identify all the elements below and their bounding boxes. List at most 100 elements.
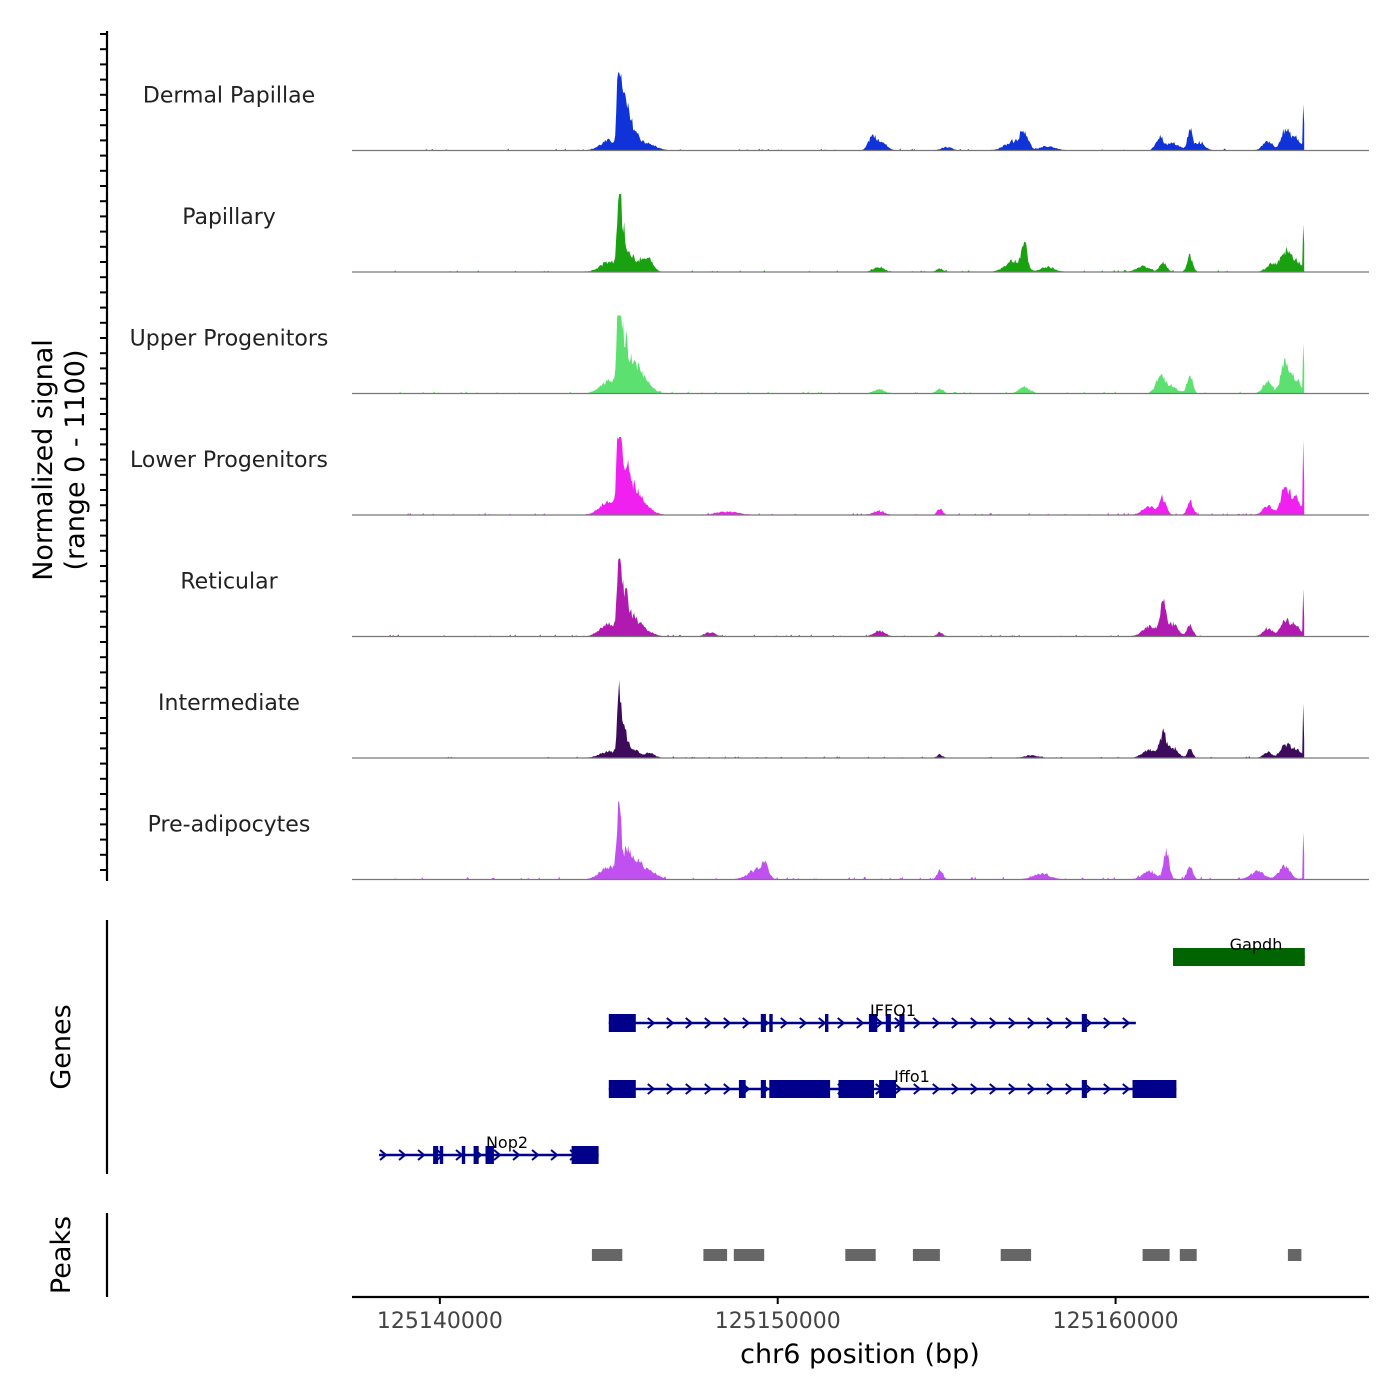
strand-chevron [932, 1017, 941, 1029]
genes-label: Genes [46, 1004, 77, 1089]
coverage-area [389, 194, 1305, 272]
coverage-area [389, 801, 1305, 880]
x-axis: 125140000 125150000 125160000 chr6 positio… [352, 1295, 1369, 1370]
gene-model: Nop2 [379, 1133, 599, 1164]
gene-name: Gapdh [1230, 935, 1283, 954]
peaks-label: Peaks [46, 1216, 77, 1294]
strand-chevron [723, 1083, 732, 1095]
gene-exon [1081, 1014, 1087, 1032]
strand-chevron [1065, 1017, 1074, 1029]
strand-chevron [1008, 1083, 1017, 1095]
peak-region [1287, 1249, 1302, 1261]
strand-chevron [550, 1149, 559, 1161]
gene-exon [433, 1146, 439, 1164]
x-tick-label: 125150000 [715, 1309, 841, 1334]
gene-exon [868, 1014, 878, 1032]
track-label: Reticular [180, 570, 278, 595]
track-label: Upper Progenitors [130, 327, 329, 352]
strand-chevron [951, 1083, 960, 1095]
peak-region [703, 1249, 728, 1261]
strand-chevron [1122, 1083, 1131, 1095]
gene-exon [1173, 948, 1305, 966]
gene-exon [608, 1014, 636, 1032]
gene-exon [571, 1146, 599, 1164]
coverage-left-axis [100, 31, 109, 881]
gene-name: Nop2 [486, 1133, 528, 1152]
strand-chevron [799, 1017, 808, 1029]
strand-chevron [704, 1083, 713, 1095]
coverage-track: Papillary [182, 194, 1369, 273]
gene-exon [879, 1080, 896, 1098]
strand-chevron [894, 1083, 903, 1095]
coverage-ylabel-line1: Normalized signal [28, 339, 59, 581]
gene-exon [461, 1146, 466, 1164]
strand-chevron [837, 1017, 846, 1029]
strand-chevron [398, 1149, 407, 1161]
strand-chevron [1103, 1083, 1112, 1095]
strand-chevron [512, 1149, 521, 1161]
peaks-panel: Peaks [46, 1213, 1302, 1297]
strand-chevron [989, 1083, 998, 1095]
gene-name: Iffo1 [894, 1067, 930, 1086]
coverage-track: Pre-adipocytes [148, 801, 1369, 881]
coverage-track: Dermal Papillae [143, 72, 1369, 152]
peak-region [1000, 1249, 1032, 1261]
strand-chevron [1103, 1017, 1112, 1029]
coverage-tracks: Dermal Papillae Papillary Upper Progenitor… [130, 72, 1369, 881]
strand-chevron [379, 1149, 388, 1161]
gene-exon [769, 1080, 831, 1098]
strand-chevron [875, 1017, 884, 1029]
strand-chevron [685, 1017, 694, 1029]
strand-chevron [970, 1017, 979, 1029]
peak-regions [591, 1249, 1302, 1261]
gene-exon [899, 1014, 905, 1032]
strand-chevron [685, 1083, 694, 1095]
gene-name: IFFO1 [870, 1001, 916, 1020]
strand-chevron [970, 1083, 979, 1095]
coverage-axis-ticks [100, 33, 107, 871]
track-label: Intermediate [158, 691, 300, 716]
x-axis-ticks: 125140000 125150000 125160000 [377, 1297, 1179, 1334]
x-tick-label: 125160000 [1053, 1309, 1179, 1334]
strand-chevron [1065, 1083, 1074, 1095]
strand-chevron [666, 1017, 675, 1029]
gene-exon [769, 1014, 773, 1032]
strand-chevron [647, 1083, 656, 1095]
peak-region [845, 1249, 876, 1261]
gene-exon [738, 1080, 746, 1098]
peak-region [733, 1249, 765, 1261]
coverage-track: Upper Progenitors [130, 315, 1369, 395]
peak-region [912, 1249, 940, 1261]
gene-exon [760, 1080, 766, 1098]
gene-exon [760, 1014, 766, 1032]
strand-chevron [1122, 1017, 1131, 1029]
strand-chevron [704, 1017, 713, 1029]
coverage-area [389, 315, 1305, 394]
x-axis-label: chr6 position (bp) [740, 1339, 980, 1370]
strand-chevron [742, 1017, 751, 1029]
strand-chevron [1027, 1017, 1036, 1029]
strand-chevron [417, 1149, 426, 1161]
gene-exon [825, 1014, 829, 1032]
gene-exon [485, 1146, 494, 1164]
coverage-area [389, 437, 1305, 515]
gene-model: IFFO1 [608, 1001, 1136, 1032]
x-tick-label: 125140000 [377, 1309, 503, 1334]
peak-region [1142, 1249, 1170, 1261]
gene-exon [608, 1080, 636, 1098]
strand-chevron [818, 1017, 827, 1029]
coverage-area [389, 558, 1305, 637]
strand-chevron [780, 1017, 789, 1029]
strand-chevron [647, 1017, 656, 1029]
track-label: Pre-adipocytes [148, 813, 311, 838]
strand-chevron [666, 1083, 675, 1095]
coverage-area [389, 680, 1305, 758]
coverage-track: Lower Progenitors [130, 437, 1369, 516]
strand-chevron [531, 1149, 540, 1161]
track-label: Dermal Papillae [143, 84, 315, 109]
gene-exon [1081, 1080, 1087, 1098]
strand-chevron [989, 1017, 998, 1029]
track-label: Papillary [182, 205, 276, 230]
track-label: Lower Progenitors [130, 448, 328, 473]
